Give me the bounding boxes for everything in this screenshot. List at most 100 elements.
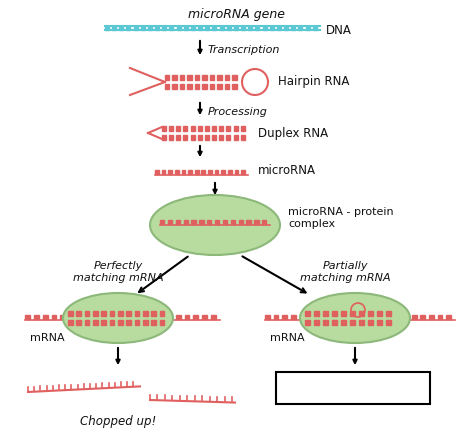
Bar <box>158 315 163 319</box>
Bar <box>191 135 195 140</box>
Bar <box>420 315 425 319</box>
Bar <box>377 315 382 319</box>
Bar <box>93 320 98 325</box>
Bar <box>255 26 259 30</box>
Bar <box>212 26 217 30</box>
Bar <box>176 135 180 140</box>
Bar <box>155 26 159 30</box>
Bar <box>105 315 109 319</box>
Bar <box>377 320 382 325</box>
Bar <box>188 84 191 89</box>
Bar <box>241 126 245 131</box>
Bar <box>227 126 230 131</box>
Bar <box>227 135 230 140</box>
Bar <box>177 26 181 30</box>
Bar <box>112 26 116 30</box>
Bar <box>238 220 243 224</box>
Bar <box>369 315 374 319</box>
Bar <box>211 315 216 319</box>
Bar <box>180 84 184 89</box>
Bar <box>127 26 130 30</box>
Bar <box>351 315 356 319</box>
Bar <box>284 26 288 30</box>
Bar <box>377 311 382 316</box>
Bar <box>176 315 181 319</box>
Bar <box>118 311 123 316</box>
Bar <box>184 26 188 30</box>
Bar <box>68 311 73 316</box>
Text: mRNA: mRNA <box>270 333 305 343</box>
Bar <box>438 315 442 319</box>
Bar <box>85 320 89 325</box>
Bar <box>76 320 81 325</box>
Bar <box>127 311 131 316</box>
Bar <box>34 315 39 319</box>
Bar <box>149 315 154 319</box>
Bar <box>314 311 319 316</box>
Bar <box>368 320 373 325</box>
Bar <box>368 311 373 316</box>
Bar <box>228 170 232 174</box>
Bar <box>254 220 259 224</box>
Bar <box>223 220 227 224</box>
Bar <box>233 84 237 89</box>
Bar <box>195 170 199 174</box>
Bar <box>170 26 173 30</box>
Bar <box>173 75 177 80</box>
Bar <box>61 315 65 319</box>
Text: Duplex RNA: Duplex RNA <box>258 126 328 139</box>
Bar <box>234 135 237 140</box>
Bar <box>109 320 114 325</box>
Bar <box>277 26 281 30</box>
Bar <box>305 311 310 316</box>
Text: mRNA: mRNA <box>30 333 64 343</box>
Text: No translation: No translation <box>311 384 395 396</box>
Bar <box>193 315 198 319</box>
Bar <box>208 170 212 174</box>
Bar <box>141 26 145 30</box>
Text: DNA: DNA <box>326 23 352 37</box>
Bar <box>198 26 202 30</box>
Bar <box>160 220 164 224</box>
Bar <box>207 220 211 224</box>
Bar <box>292 26 295 30</box>
Bar <box>165 84 169 89</box>
Text: microRNA gene: microRNA gene <box>189 8 285 21</box>
Bar <box>87 315 92 319</box>
Bar <box>162 26 166 30</box>
Bar <box>169 126 173 131</box>
Bar <box>122 315 128 319</box>
Bar <box>114 315 118 319</box>
Bar <box>198 126 202 131</box>
Bar <box>198 135 202 140</box>
Bar <box>168 220 172 224</box>
Bar <box>162 135 166 140</box>
Ellipse shape <box>150 195 280 255</box>
Bar <box>184 315 190 319</box>
Bar <box>167 315 172 319</box>
Bar <box>202 75 207 80</box>
Bar <box>202 315 207 319</box>
Bar <box>323 320 328 325</box>
Bar <box>191 26 195 30</box>
Bar <box>93 311 98 316</box>
Bar <box>300 315 304 319</box>
Bar <box>195 84 199 89</box>
Bar <box>182 170 185 174</box>
Bar <box>233 75 237 80</box>
Bar <box>173 84 177 89</box>
Bar <box>317 315 321 319</box>
Bar <box>265 315 270 319</box>
Bar <box>341 311 346 316</box>
Bar <box>291 315 296 319</box>
Bar <box>334 315 339 319</box>
Bar <box>219 135 223 140</box>
Bar <box>215 170 219 174</box>
Bar <box>231 220 235 224</box>
Bar <box>234 26 238 30</box>
Bar <box>225 84 229 89</box>
Bar <box>205 135 209 140</box>
Bar <box>227 26 231 30</box>
Bar <box>109 311 114 316</box>
Bar <box>140 315 145 319</box>
